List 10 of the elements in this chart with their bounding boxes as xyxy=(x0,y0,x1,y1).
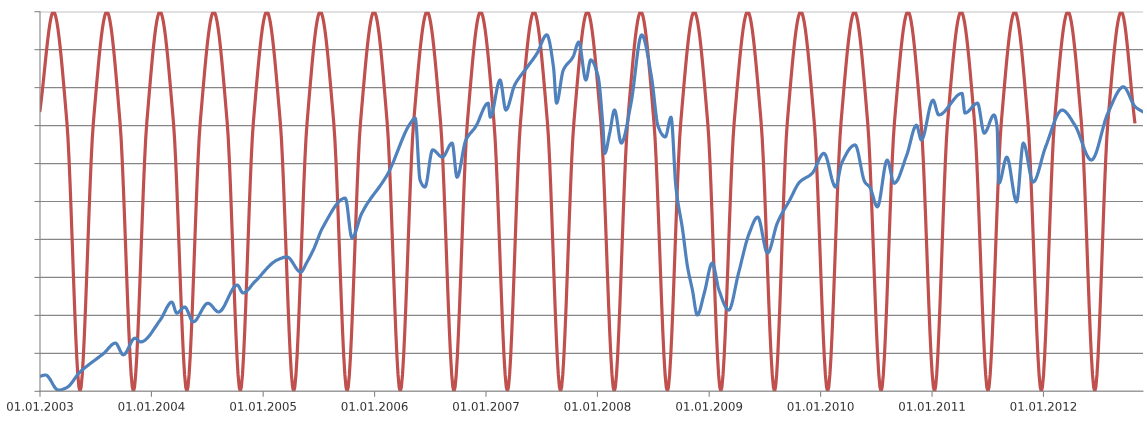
x-tick-label: 01.01.2005 xyxy=(230,401,296,411)
x-tick-label: 01.01.2011 xyxy=(899,401,965,411)
x-tick-label: 01.01.2006 xyxy=(341,401,408,411)
x-tick-label: 01.01.2010 xyxy=(787,401,854,411)
x-tick-label: 01.01.2007 xyxy=(453,401,519,411)
x-tick-label: 01.01.2012 xyxy=(1010,401,1077,411)
x-tick-label: 01.01.2009 xyxy=(676,401,743,411)
x-tick-label: 01.01.2008 xyxy=(564,401,631,411)
x-tick-label: 01.01.2003 xyxy=(6,401,73,411)
x-tick-label: 01.01.2004 xyxy=(118,401,185,411)
